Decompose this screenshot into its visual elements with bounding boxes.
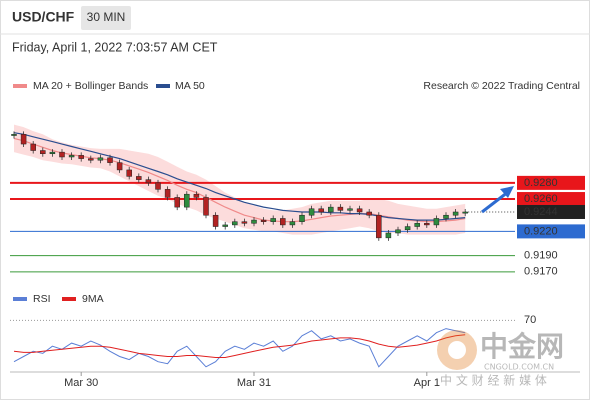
candle [251, 219, 257, 224]
candle [126, 169, 132, 177]
candle [145, 179, 152, 184]
legend-swatch [156, 84, 170, 88]
candle [280, 218, 286, 226]
rsi-line [13, 328, 466, 368]
x-tick-label: Apr 1 [414, 377, 440, 389]
forecast-arrow [481, 190, 509, 214]
level-box [517, 192, 585, 207]
x-tick-label: Mar 31 [237, 377, 271, 389]
candle [30, 143, 36, 151]
timestamp: Friday, April 1, 2022 7:03:57 AM CET [12, 40, 218, 54]
legend-label: MA 50 [175, 80, 205, 92]
candle [452, 211, 459, 216]
level-label: 0.9260 [524, 193, 558, 205]
level-label: 0.9170 [524, 266, 558, 278]
candle [203, 197, 209, 216]
candle [49, 151, 56, 155]
candle [347, 208, 353, 211]
candle [193, 193, 200, 198]
level-label: 0.9190 [524, 250, 558, 262]
candle [462, 211, 468, 214]
candle [337, 206, 344, 211]
level-label: 0.9280 [524, 177, 558, 189]
candle [68, 155, 75, 158]
legend-label: MA 20 + Bollinger Bands [33, 80, 148, 92]
candle [155, 182, 161, 190]
candle [404, 226, 411, 231]
candle [116, 162, 123, 171]
candle [433, 218, 440, 226]
timeframe-button[interactable] [81, 6, 131, 30]
candle [376, 214, 382, 239]
level-box [517, 175, 585, 190]
candle [59, 151, 65, 158]
symbol: USD/CHF [12, 9, 75, 25]
candle [107, 157, 113, 163]
legend-swatch [13, 297, 27, 301]
candle [164, 189, 171, 198]
bollinger-band [14, 124, 466, 235]
timeframe-label[interactable]: 30 MIN [87, 10, 126, 24]
candle [366, 211, 372, 216]
candle [318, 208, 324, 213]
source: Research © 2022 Trading Central [423, 80, 580, 92]
candle [136, 176, 142, 180]
forecast-arrowhead [500, 186, 514, 198]
candle [20, 134, 27, 145]
candle [88, 158, 94, 161]
legend-swatch [13, 84, 27, 88]
x-tick-label: Mar 30 [64, 377, 98, 389]
candle [212, 214, 219, 227]
candle [395, 229, 401, 234]
watermark-logo-inner [448, 341, 466, 359]
level-box [517, 224, 585, 239]
candle [308, 208, 315, 216]
candle [241, 221, 248, 224]
watermark-site: CNGOLD.COM.CN [484, 363, 554, 372]
candle [260, 219, 267, 222]
candle [11, 134, 17, 136]
level-label: 0.9244 [524, 206, 558, 218]
candle [443, 214, 449, 219]
candle [232, 221, 238, 226]
rsi-line [13, 334, 466, 358]
moving-average [13, 137, 466, 223]
candle [270, 218, 276, 222]
legend-label: 9MA [82, 293, 104, 305]
candle [289, 221, 296, 226]
level-box [517, 204, 585, 219]
candle [356, 208, 363, 213]
watermark-logo [437, 330, 477, 370]
candle [174, 197, 180, 208]
candle [414, 223, 420, 227]
moving-average [13, 132, 466, 221]
candle [97, 157, 104, 161]
candle [40, 150, 46, 155]
watermark-logo-text: 中金网 [480, 330, 564, 363]
legend-label: RSI [33, 293, 51, 305]
candle [184, 193, 190, 208]
candle [222, 224, 228, 227]
watermark: 中金网 CNGOLD.COM.CN 中 文 财 经 新 媒 体 [437, 330, 564, 388]
candle [385, 232, 392, 239]
candle [78, 155, 84, 159]
rsi-tick-label: 70 [524, 314, 536, 326]
legend-swatch [62, 297, 76, 301]
candle [424, 223, 430, 226]
watermark-tagline: 中 文 财 经 新 媒 体 [440, 373, 547, 388]
candle [299, 214, 305, 222]
candle [328, 206, 334, 213]
level-label: 0.9220 [524, 225, 558, 237]
